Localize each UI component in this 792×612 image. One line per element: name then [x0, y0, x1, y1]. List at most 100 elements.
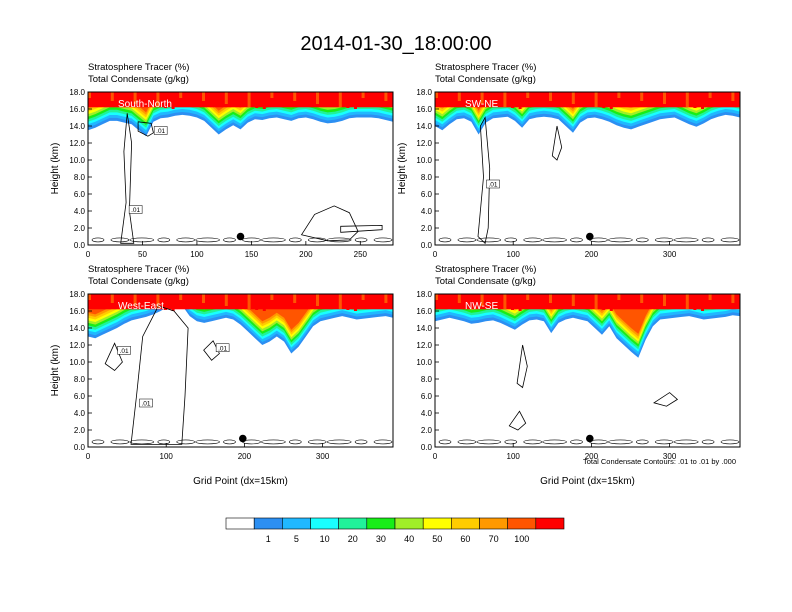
low-cloud-contour	[176, 237, 195, 243]
x-tick-label: 0	[86, 452, 91, 461]
low-cloud-contour	[223, 237, 236, 243]
x-tick-label: 150	[245, 250, 259, 259]
y-tick-label: 6.0	[74, 392, 86, 401]
x-tick-label: 50	[138, 250, 147, 259]
x-tick-label: 100	[507, 250, 521, 259]
tracer-stripe	[556, 92, 560, 102]
tracer-stripe	[240, 294, 243, 308]
condensate-contour	[508, 410, 527, 431]
y-tick-label: 0.0	[421, 443, 433, 452]
low-cloud-contour	[288, 439, 302, 445]
y-tick-label: 4.0	[74, 207, 86, 216]
tracer-stripe	[331, 294, 335, 308]
tracer-stripe	[602, 92, 606, 108]
tracer-stripe	[278, 92, 281, 99]
colorbar-label: 20	[348, 534, 358, 544]
tracer-stripe	[95, 92, 99, 99]
condensate-contour	[104, 342, 123, 372]
tracer-stripe	[488, 294, 492, 307]
low-cloud-contour	[635, 237, 649, 243]
low-cloud-contour	[608, 439, 633, 445]
panel-header-tracer: Stratosphere Tracer (%)	[435, 264, 536, 275]
panel-south-north: .01 .01 Stratosphere Tracer (%)Total Conde…	[50, 62, 394, 259]
tracer-stripe	[647, 92, 651, 102]
colorbar-label: 50	[432, 534, 442, 544]
tracer-stripe	[511, 92, 514, 108]
low-cloud-contour	[673, 439, 699, 445]
low-cloud-contour	[654, 439, 674, 445]
low-cloud-contour	[261, 439, 286, 445]
tracer-stripe	[533, 294, 537, 301]
colorbar-label: 40	[404, 534, 414, 544]
tracer-stripe	[232, 92, 236, 105]
panel-header-condensate: Total Condensate (g/kg)	[435, 276, 536, 287]
low-cloud-contour	[701, 237, 715, 243]
tracer-stripe	[156, 294, 160, 309]
y-tick-label: 2.0	[74, 224, 86, 233]
colorbar-swatch	[450, 517, 480, 530]
y-tick-label: 12.0	[69, 139, 85, 148]
panel-header-tracer: Stratosphere Tracer (%)	[435, 62, 536, 73]
tracer-stripe	[587, 92, 590, 106]
colorbar-swatch	[535, 517, 565, 530]
tracer-stripe	[354, 294, 357, 311]
tracer-stripe	[541, 92, 545, 100]
tracer-stripe	[716, 92, 720, 99]
tracer-stripe	[88, 294, 91, 300]
tracer-stripe	[480, 92, 484, 104]
low-cloud-contour	[373, 439, 393, 445]
tracer-stripe	[457, 294, 461, 303]
condensate-contour	[203, 340, 220, 361]
tracer-stripe	[118, 92, 122, 102]
tracer-stripe	[556, 294, 560, 304]
tracer-stripe	[435, 294, 438, 300]
tracer-stripe	[640, 294, 644, 303]
low-cloud-contour	[570, 439, 583, 445]
colorbar-swatch	[225, 517, 255, 530]
tracer-stripe	[338, 294, 342, 309]
panel-header-tracer: Stratosphere Tracer (%)	[88, 62, 189, 73]
low-cloud-contour	[542, 439, 567, 445]
tracer-stripe	[255, 294, 259, 310]
y-tick-label: 10.0	[69, 358, 85, 367]
tracer-stripe	[473, 294, 476, 305]
colorbar-label: 100	[514, 534, 529, 544]
low-cloud-contour	[457, 237, 477, 243]
tracer-stripe	[465, 294, 469, 304]
tracer-stripe	[457, 92, 461, 101]
tracer-stripe	[338, 92, 342, 107]
tracer-stripe	[625, 92, 628, 99]
x-tick-label: 0	[433, 452, 438, 461]
location-marker	[586, 232, 594, 241]
tracer-stripe	[549, 92, 552, 101]
tracer-stripe	[300, 294, 304, 304]
y-tick-label: 18.0	[69, 290, 85, 299]
low-cloud-contour	[195, 439, 220, 445]
condensate-contour	[653, 392, 679, 407]
y-tick-label: 4.0	[421, 409, 433, 418]
colorbar-label: 30	[376, 534, 386, 544]
tracer-stripe	[126, 294, 129, 305]
low-cloud-contour	[354, 237, 368, 243]
tracer-stripe	[209, 92, 213, 102]
tracer-stripe	[731, 92, 735, 101]
tracer-stripe	[103, 92, 107, 100]
tracer-stripe	[316, 294, 319, 306]
low-cloud-contour	[608, 237, 633, 243]
tracer-stripe	[518, 294, 522, 311]
panel-header-condensate: Total Condensate (g/kg)	[88, 276, 189, 287]
region-label: NW-SE	[465, 301, 498, 312]
tracer-stripe	[141, 294, 145, 307]
low-cloud-contour	[542, 237, 567, 243]
tracer-stripe	[186, 92, 190, 99]
tracer-stripe	[541, 294, 545, 302]
tracer-stripe	[526, 92, 530, 98]
y-tick-label: 14.0	[69, 324, 85, 333]
tracer-stripe	[579, 294, 583, 307]
tracer-stripe	[701, 294, 704, 311]
low-cloud-contour	[110, 439, 130, 445]
y-tick-label: 18.0	[416, 290, 432, 299]
contour-label-box	[486, 179, 500, 189]
low-cloud-contour	[476, 237, 502, 243]
tracer-stripe	[209, 294, 213, 304]
